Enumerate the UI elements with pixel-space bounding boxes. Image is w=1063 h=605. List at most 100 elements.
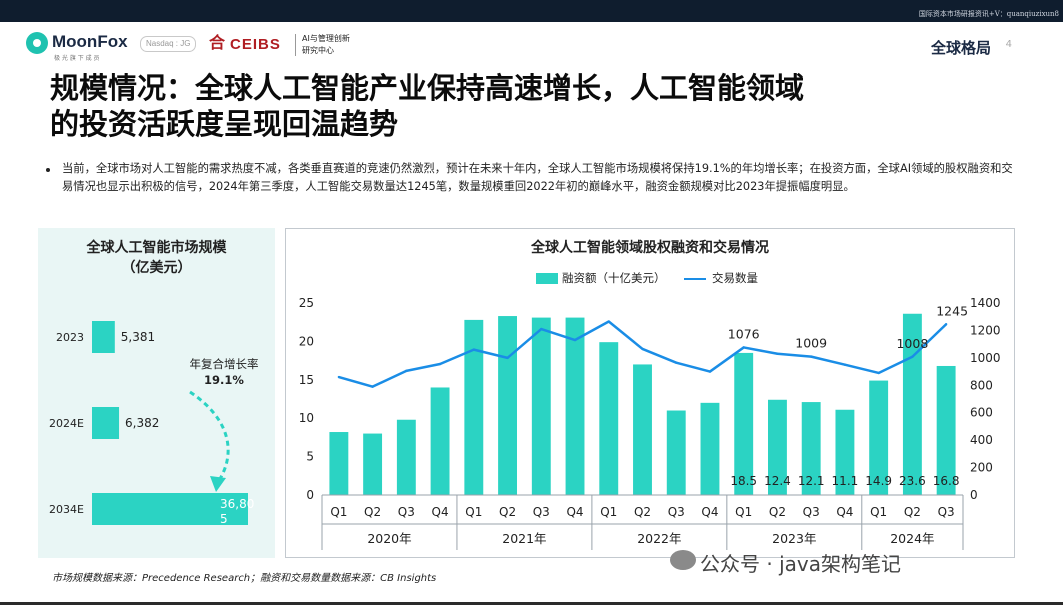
quarter-tick-label: Q2: [364, 505, 381, 519]
quarter-tick-label: Q3: [938, 505, 955, 519]
left-axis-tick: 0: [306, 488, 314, 502]
exchange-badge: Nasdaq : JG: [140, 36, 197, 52]
quarter-tick-label: Q3: [668, 505, 685, 519]
legend-line-swatch: [684, 278, 706, 280]
financing-value-label: 12.1: [798, 474, 825, 488]
quarter-tick-label: Q2: [904, 505, 921, 519]
financing-bar: [363, 433, 383, 495]
deal-count-point: [573, 338, 577, 342]
year-group-label: 2024年: [890, 531, 934, 546]
left-axis-tick: 5: [306, 450, 314, 464]
deal-count-point: [877, 371, 880, 375]
left-axis-tick: 15: [299, 373, 314, 387]
bullet-dot: [46, 168, 50, 172]
partner-subtitle-1: AI与管理创新: [302, 34, 350, 43]
moonfox-logo-icon: [26, 32, 48, 54]
deal-count-label: 1245: [936, 303, 968, 318]
right-axis-tick: 0: [970, 488, 978, 502]
quarter-tick-label: Q4: [836, 505, 853, 519]
cagr-arrowhead-icon: [210, 476, 226, 492]
deal-count-label: 1009: [795, 336, 827, 351]
quarter-tick-label: Q3: [398, 505, 415, 519]
wechat-icon: [670, 550, 696, 570]
quarter-tick-label: Q2: [499, 505, 516, 519]
quarter-tick-label: Q2: [634, 505, 651, 519]
brand-name: MoonFox: [52, 32, 128, 51]
financing-bar: [835, 409, 855, 495]
quarter-tick-label: Q3: [803, 505, 820, 519]
financing-bar: [869, 380, 889, 495]
financing-bar: [801, 402, 821, 495]
deal-count-point: [675, 361, 678, 364]
right-axis-tick: 1200: [970, 323, 1001, 337]
market-category-label: 2034E: [49, 503, 84, 516]
deal-count-point: [607, 320, 610, 323]
right-axis-tick: 1000: [970, 351, 1001, 365]
financing-value-label: 18.5: [730, 474, 757, 488]
left-axis-tick: 10: [299, 411, 314, 425]
partner-subtitle-2: 研究中心: [302, 46, 334, 55]
page-number: 4: [1005, 39, 1012, 50]
year-group-label: 2022年: [637, 531, 681, 546]
financing-value-label: 14.9: [865, 474, 892, 488]
source-note: 市场规模数据来源：Precedence Research；融资和交易数量数据来源…: [52, 573, 437, 584]
top-strip-text: 国际资本市场研报资讯+V：quanqiuzixun8: [918, 10, 1059, 18]
quarter-tick-label: Q4: [432, 505, 449, 519]
financing-value-label: 11.1: [832, 474, 859, 488]
financing-bar: [565, 317, 585, 495]
deal-count-point: [438, 362, 442, 366]
financing-bar: [700, 402, 720, 495]
market-bar: [92, 407, 120, 439]
market-size-title-line2: （亿美元）: [121, 260, 192, 276]
market-category-label: 2023: [56, 331, 84, 344]
watermark-text: 公众号 · java架构笔记: [700, 552, 901, 576]
year-group-label: 2020年: [367, 531, 411, 546]
section-title: 全球格局: [930, 39, 991, 57]
deal-count-point: [776, 352, 779, 355]
right-axis-tick: 1400: [970, 296, 1001, 310]
quarter-tick-label: Q1: [735, 505, 752, 519]
cagr-label: 年复合增长率: [190, 357, 259, 371]
title-line-1: 规模情况：全球人工智能产业保持高速增长，人工智能领域: [50, 71, 805, 105]
legend-line-label: 交易数量: [712, 271, 758, 285]
cagr-arrow-icon: [189, 390, 230, 483]
market-category-label: 2024E: [49, 417, 84, 430]
deal-count-point: [708, 370, 712, 373]
quarter-tick-label: Q1: [330, 505, 347, 519]
page-title: 规模情况：全球人工智能产业保持高速增长，人工智能领域 的投资活跃度呈现回温趋势: [50, 70, 1030, 142]
market-value-label: 36,80: [220, 497, 254, 511]
deal-count-point: [911, 355, 914, 358]
right-axis-tick: 600: [970, 406, 993, 420]
deal-count-label: 1076: [728, 326, 760, 341]
quarter-tick-label: Q4: [701, 505, 718, 519]
market-bar: [92, 321, 115, 353]
partner-name: CEIBS: [230, 36, 281, 53]
legend-bar-label: 融资额（十亿美元）: [562, 271, 666, 285]
quarter-tick-label: Q2: [769, 505, 786, 519]
financing-bar: [768, 399, 787, 495]
financing-value-label: 23.6: [899, 474, 926, 488]
quarter-tick-label: Q1: [600, 505, 617, 519]
deal-count-point: [843, 363, 847, 366]
financing-bar: [633, 364, 652, 495]
deal-count-point: [506, 356, 509, 360]
financing-bar: [666, 410, 686, 495]
deal-count-point: [641, 347, 644, 351]
market-size-title-line1: 全球人工智能市场规模: [86, 240, 227, 256]
title-line-2: 的投资活跃度呈现回温趋势: [50, 107, 399, 141]
financing-bar: [464, 319, 484, 495]
deal-count-label: 1008: [896, 336, 928, 351]
year-group-label: 2021年: [502, 531, 546, 546]
financing-bar: [329, 432, 349, 495]
quarter-tick-label: Q1: [870, 505, 887, 519]
quarter-tick-label: Q4: [566, 505, 583, 519]
financing-bar: [396, 419, 416, 495]
market-value-label-cont: 5: [220, 512, 228, 526]
deal-count-point: [809, 355, 813, 358]
partner-divider: [295, 34, 296, 56]
deal-count-point: [540, 327, 543, 331]
financing-value-label: 16.8: [933, 474, 960, 488]
summary-bullet: 当前，全球市场对人工智能的需求热度不减，各类垂直赛道的竞速仍然激烈，预计在未来十…: [62, 162, 1013, 193]
quarter-tick-label: Q1: [465, 505, 482, 519]
